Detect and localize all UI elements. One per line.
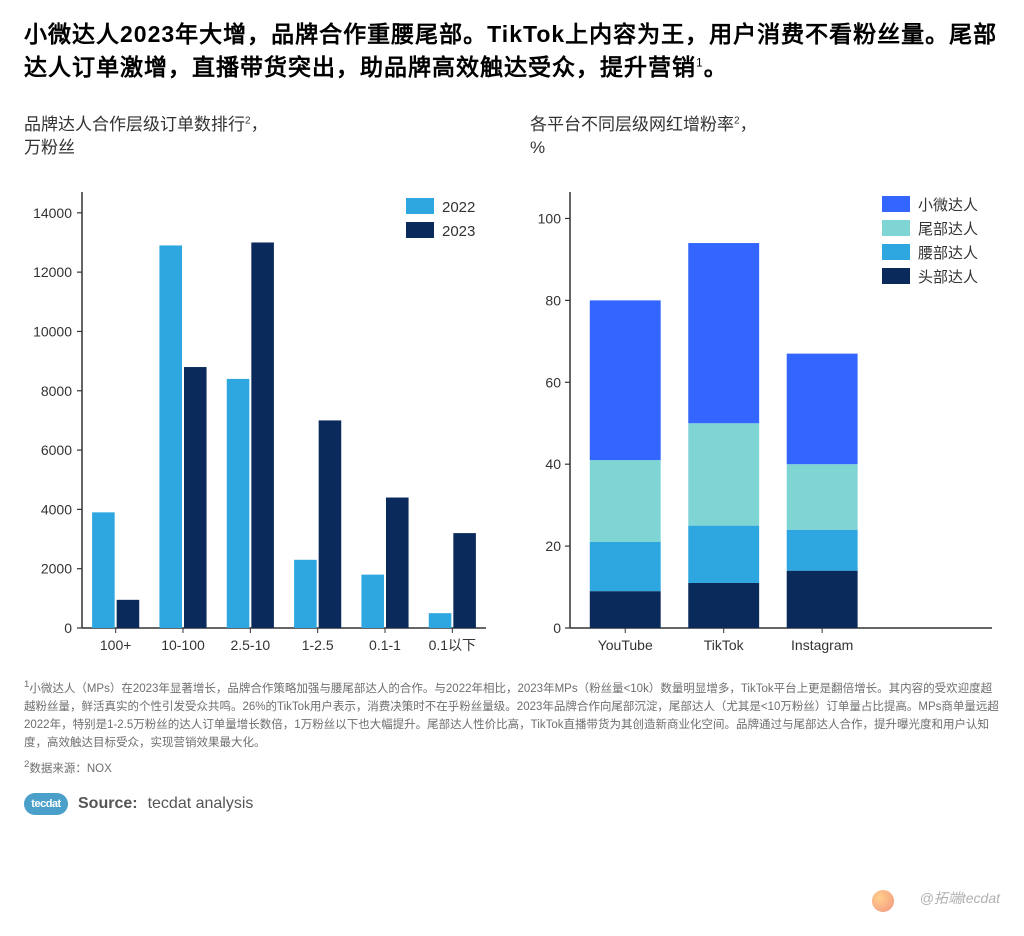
svg-text:2000: 2000 xyxy=(41,561,72,577)
legend-swatch-腰部达人 xyxy=(882,244,910,260)
legend-label-尾部达人: 尾部达人 xyxy=(918,221,978,238)
stack-Instagram-头部达人 xyxy=(787,571,858,628)
svg-text:80: 80 xyxy=(545,293,561,309)
footnote-2-text: 数据来源：NOX xyxy=(29,763,111,775)
right-chart-svg: 0 20 40 60 80 100 YouTube TikTok Instagram 小微达人尾部… xyxy=(530,164,1000,664)
bar-2022-10-100 xyxy=(159,246,182,629)
svg-text:40: 40 xyxy=(545,456,561,472)
stack-TikTok-头部达人 xyxy=(688,583,759,628)
headline: 小微达人2023年大增，品牌合作重腰尾部。TikTok上内容为王，用户消费不看粉… xyxy=(24,18,1000,85)
svg-text:20: 20 xyxy=(545,538,561,554)
tecdat-logo-icon: tecdat xyxy=(24,793,68,815)
svg-text:0.1-1: 0.1-1 xyxy=(369,637,401,653)
right-chart-title-line2: % xyxy=(530,138,545,157)
bar-2023-100+ xyxy=(117,600,140,628)
legend-swatch-头部达人 xyxy=(882,268,910,284)
stack-YouTube-头部达人 xyxy=(590,591,661,628)
stack-TikTok-小微达人 xyxy=(688,243,759,423)
stack-Instagram-腰部达人 xyxy=(787,530,858,571)
footnote-1-text: 小微达人（MPs）在2023年显著增长，品牌合作策略加强与腰尾部达人的合作。与2… xyxy=(24,683,999,748)
bar-2022-0.1以下 xyxy=(429,613,452,628)
stack-TikTok-尾部达人 xyxy=(688,424,759,526)
headline-text: 小微达人2023年大增，品牌合作重腰尾部。TikTok上内容为王，用户消费不看粉… xyxy=(24,21,997,80)
svg-text:100: 100 xyxy=(538,211,562,227)
svg-text:100+: 100+ xyxy=(100,637,132,653)
left-chart-title: 品牌达人合作层级订单数排行2， 万粉丝 xyxy=(24,113,494,161)
svg-text:1-2.5: 1-2.5 xyxy=(302,637,334,653)
bar-2022-1-2.5 xyxy=(294,560,317,628)
headline-suffix: 。 xyxy=(704,54,728,80)
right-chart-svg-wrap: 0 20 40 60 80 100 YouTube TikTok Instagram 小微达人尾部… xyxy=(530,164,1000,664)
left-chart-svg-wrap: 0 2000 4000 6000 8000 10000 12000 14000 100+ 10-1… xyxy=(24,164,494,664)
right-chart-column: 各平台不同层级网红增粉率2， % 0 20 40 60 80 100 YouTube TikT… xyxy=(530,113,1000,665)
legend-swatch-2023 xyxy=(406,222,434,238)
svg-text:10-100: 10-100 xyxy=(161,637,205,653)
svg-text:Instagram: Instagram xyxy=(791,637,853,653)
right-chart-title-line1: 各平台不同层级网红增粉率 xyxy=(530,115,734,134)
left-chart-svg: 0 2000 4000 6000 8000 10000 12000 14000 100+ 10-1… xyxy=(24,164,494,664)
legend-label-2023: 2023 xyxy=(442,223,475,240)
bar-2023-0.1-1 xyxy=(386,498,409,628)
svg-text:2.5-10: 2.5-10 xyxy=(230,637,270,653)
weibo-icon xyxy=(872,890,894,912)
footnote-1: 1小微达人（MPs）在2023年显著增长，品牌合作策略加强与腰尾部达人的合作。与… xyxy=(24,678,1000,752)
svg-text:12000: 12000 xyxy=(33,264,72,280)
right-chart-title-suffix: ， xyxy=(740,115,757,134)
source-value: tecdat analysis xyxy=(148,795,254,813)
svg-text:TikTok: TikTok xyxy=(704,637,745,653)
legend-swatch-小微达人 xyxy=(882,196,910,212)
stack-Instagram-小微达人 xyxy=(787,354,858,465)
left-chart-title-line1: 品牌达人合作层级订单数排行 xyxy=(24,115,245,134)
charts-row: 品牌达人合作层级订单数排行2， 万粉丝 0 2000 4000 6000 8000 100… xyxy=(24,113,1000,665)
svg-text:0: 0 xyxy=(64,620,72,636)
svg-text:4000: 4000 xyxy=(41,502,72,518)
left-chart-title-line2: 万粉丝 xyxy=(24,138,75,157)
legend-label-腰部达人: 腰部达人 xyxy=(918,245,978,262)
stack-Instagram-尾部达人 xyxy=(787,464,858,530)
svg-text:8000: 8000 xyxy=(41,383,72,399)
right-chart-title: 各平台不同层级网红增粉率2， % xyxy=(530,113,1000,161)
legend-label-2022: 2022 xyxy=(442,199,475,216)
svg-text:6000: 6000 xyxy=(41,442,72,458)
legend-label-小微达人: 小微达人 xyxy=(918,197,978,214)
source-label-text: Source: xyxy=(78,795,138,812)
footnotes: 1小微达人（MPs）在2023年显著增长，品牌合作策略加强与腰尾部达人的合作。与… xyxy=(24,678,1000,779)
stack-TikTok-腰部达人 xyxy=(688,526,759,583)
bar-2023-0.1以下 xyxy=(453,533,476,628)
svg-text:60: 60 xyxy=(545,375,561,391)
left-chart-column: 品牌达人合作层级订单数排行2， 万粉丝 0 2000 4000 6000 8000 100… xyxy=(24,113,494,665)
svg-text:0: 0 xyxy=(553,620,561,636)
stack-YouTube-腰部达人 xyxy=(590,542,661,591)
source-row: tecdat Source: tecdat analysis xyxy=(24,793,1000,815)
headline-sup: 1 xyxy=(696,56,704,70)
bar-2022-100+ xyxy=(92,513,115,629)
bar-2022-2.5-10 xyxy=(227,379,250,628)
legend-swatch-2022 xyxy=(406,198,434,214)
legend-label-头部达人: 头部达人 xyxy=(918,269,978,286)
stack-YouTube-小微达人 xyxy=(590,301,661,461)
legend-swatch-尾部达人 xyxy=(882,220,910,236)
bar-2022-0.1-1 xyxy=(361,575,384,628)
svg-text:14000: 14000 xyxy=(33,205,72,221)
svg-text:YouTube: YouTube xyxy=(598,637,653,653)
bar-2023-1-2.5 xyxy=(319,421,342,629)
bar-2023-2.5-10 xyxy=(251,243,274,629)
watermark: @拓端tecdat xyxy=(920,888,1000,908)
footnote-2: 2数据来源：NOX xyxy=(24,758,1000,779)
bar-2023-10-100 xyxy=(184,367,207,628)
svg-text:0.1以下: 0.1以下 xyxy=(429,637,476,653)
stack-YouTube-尾部达人 xyxy=(590,460,661,542)
svg-text:10000: 10000 xyxy=(33,324,72,340)
left-chart-title-suffix: ， xyxy=(251,115,268,134)
source-label: Source: xyxy=(78,795,138,813)
